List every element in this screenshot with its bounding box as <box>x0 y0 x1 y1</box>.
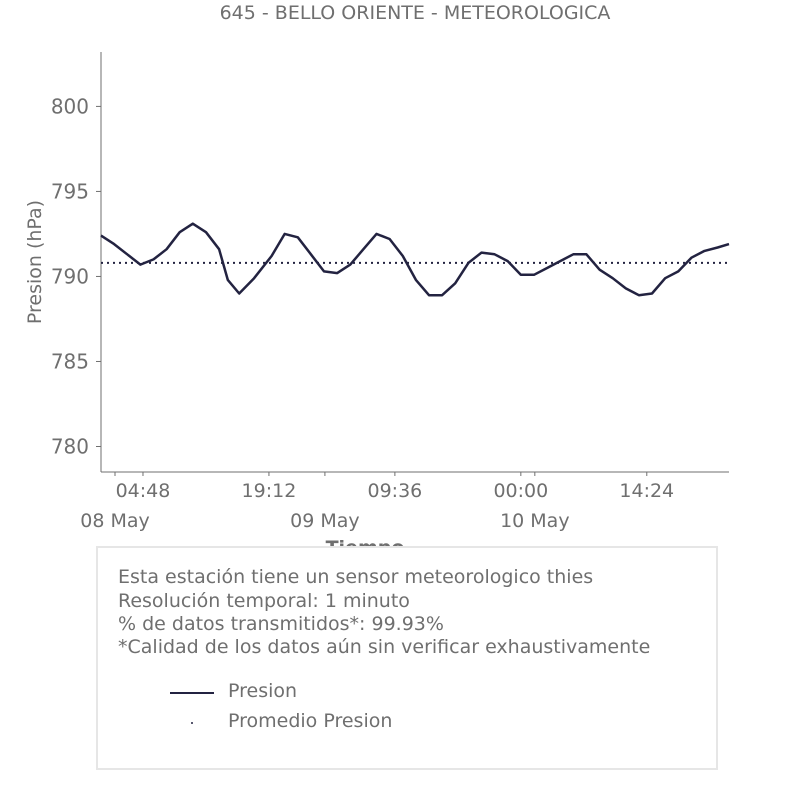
temporal-resolution-text: Resolución temporal: 1 minuto <box>118 590 410 612</box>
pressure-line <box>100 222 730 297</box>
x-tick-label: 00:00 <box>493 480 548 502</box>
y-tick-label: 785 <box>51 349 89 373</box>
y-tick-label: 795 <box>51 179 89 203</box>
y-tick-label: 800 <box>51 94 89 118</box>
info-box: Esta estación tiene un sensor meteorolog… <box>96 546 718 770</box>
legend-presion-swatch <box>170 692 214 694</box>
y-tick-label: 790 <box>51 264 89 288</box>
chart-title: 645 - BELLO ORIENTE - METEOROLOGICA <box>219 2 611 24</box>
station-sensor-text: Esta estación tiene un sensor meteorolog… <box>118 566 594 588</box>
y-axis-label: Presion (hPa) <box>24 200 46 324</box>
data-transmitted-text: % de datos transmitidos*: 99.93% <box>118 613 444 635</box>
x-tick-label: 14:24 <box>619 480 674 502</box>
day-tick-label: 10 May <box>500 510 570 532</box>
x-tick-label: 19:12 <box>242 480 297 502</box>
day-tick-label: 09 May <box>290 510 360 532</box>
x-tick-label: 04:48 <box>116 480 171 502</box>
day-tick-label: 08 May <box>80 510 150 532</box>
y-tick-label: 780 <box>51 434 89 458</box>
quality-note-text: *Calidad de los datos aún sin verificar … <box>118 636 651 658</box>
legend-presion-label: Presion <box>228 680 298 702</box>
legend-promedio-swatch <box>191 722 193 724</box>
legend-promedio-label: Promedio Presion <box>228 710 393 732</box>
x-tick-label: 09:36 <box>368 480 423 502</box>
